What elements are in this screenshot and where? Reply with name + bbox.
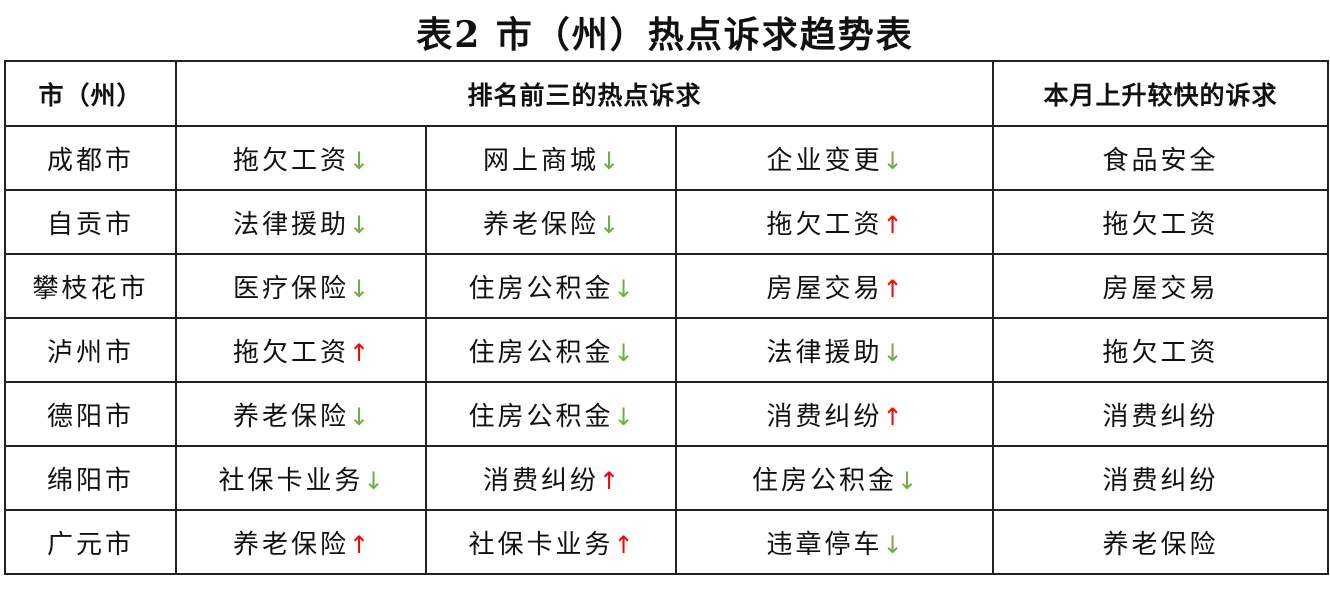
hot-issue-text: 拖欠工资: [766, 209, 883, 240]
hot-issue-text: 消费纠纷: [766, 401, 883, 432]
table-row: 攀枝花市 医疗保险↓ 住房公积金↓ 房屋交易↑ 房屋交易: [4, 253, 1329, 319]
hot-issue-cell: 养老保险↑: [175, 509, 427, 575]
arrow-down-icon: ↓: [348, 402, 370, 431]
hot-issue-cell: 住房公积金↓: [425, 253, 677, 319]
hot-issue-text: 法律援助: [766, 337, 883, 368]
rising-issue-cell: 食品安全: [992, 125, 1329, 191]
hot-issue-text: 违章停车: [766, 529, 883, 560]
arrow-up-icon: ↑: [613, 530, 634, 559]
arrow-down-icon: ↓: [598, 210, 620, 239]
hot-issue-cell: 社保卡业务↓: [175, 445, 427, 511]
hot-issue-text: 企业变更: [766, 145, 883, 176]
arrow-up-icon: ↑: [882, 274, 903, 303]
hot-issue-cell: 医疗保险↓: [175, 253, 427, 319]
hot-issue-cell: 网上商城↓: [425, 125, 677, 191]
hot-issue-cell: 社保卡业务↑: [425, 509, 677, 575]
hot-issue-text: 社保卡业务: [468, 529, 614, 560]
hot-issue-text: 住房公积金: [468, 401, 614, 432]
header-top3: 排名前三的热点诉求: [175, 60, 994, 127]
arrow-down-icon: ↓: [613, 402, 634, 431]
hot-issue-text: 养老保险: [232, 401, 349, 432]
arrow-down-icon: ↓: [348, 210, 370, 239]
arrow-down-icon: ↓: [348, 274, 370, 303]
hot-issue-text: 住房公积金: [468, 273, 614, 304]
hot-issue-cell: 企业变更↓: [675, 125, 994, 191]
arrow-down-icon: ↓: [363, 466, 384, 495]
rising-issue-cell: 房屋交易: [992, 253, 1329, 319]
arrow-down-icon: ↓: [348, 146, 370, 175]
hot-issue-cell: 养老保险↓: [175, 381, 427, 447]
city-cell: 绵阳市: [4, 445, 177, 511]
city-cell: 成都市: [4, 125, 177, 191]
hot-issue-cell: 消费纠纷↑: [675, 381, 994, 447]
table-title: 表2 市（州）热点诉求趋势表: [416, 14, 914, 56]
hot-issue-text: 养老保险: [232, 529, 349, 560]
rising-issue-cell: 消费纠纷: [992, 445, 1329, 511]
rising-issue-cell: 拖欠工资: [992, 189, 1329, 255]
table-row: 自贡市 法律援助↓ 养老保险↓ 拖欠工资↑ 拖欠工资: [4, 189, 1329, 255]
hot-issue-cell: 法律援助↓: [675, 317, 994, 383]
header-rising: 本月上升较快的诉求: [992, 60, 1329, 127]
hot-issue-text: 消费纠纷: [482, 465, 599, 496]
arrow-down-icon: ↓: [882, 338, 903, 367]
hot-issue-cell: 拖欠工资↑: [675, 189, 994, 255]
table-row: 广元市 养老保险↑ 社保卡业务↑ 违章停车↓ 养老保险: [4, 509, 1329, 575]
rising-issue-cell: 养老保险: [992, 509, 1329, 575]
hot-issue-cell: 拖欠工资↓: [175, 125, 427, 191]
hot-issue-cell: 养老保险↓: [425, 189, 677, 255]
hot-issue-text: 社保卡业务: [218, 465, 364, 496]
hot-issue-text: 养老保险: [482, 209, 599, 240]
hot-issue-text: 法律援助: [232, 209, 349, 240]
city-cell: 自贡市: [4, 189, 177, 255]
city-cell: 广元市: [4, 509, 177, 575]
arrow-up-icon: ↑: [348, 530, 370, 559]
arrow-down-icon: ↓: [598, 146, 620, 175]
arrow-up-icon: ↑: [882, 210, 903, 239]
hot-issue-cell: 住房公积金↓: [425, 317, 677, 383]
table-row: 德阳市 养老保险↓ 住房公积金↓ 消费纠纷↑ 消费纠纷: [4, 381, 1329, 447]
hot-issue-text: 住房公积金: [468, 337, 614, 368]
header-city: 市（州）: [4, 60, 177, 127]
city-cell: 泸州市: [4, 317, 177, 383]
hot-issue-text: 医疗保险: [232, 273, 349, 304]
hot-issue-cell: 住房公积金↓: [675, 445, 994, 511]
arrow-down-icon: ↓: [896, 466, 918, 495]
trend-table: 市（州） 排名前三的热点诉求 本月上升较快的诉求 成都市 拖欠工资↓ 网上商城↓ 企业…: [4, 60, 1329, 575]
table-row: 绵阳市 社保卡业务↓ 消费纠纷↑ 住房公积金↓ 消费纠纷: [4, 445, 1329, 511]
city-cell: 攀枝花市: [4, 253, 177, 319]
hot-issue-text: 房屋交易: [766, 273, 883, 304]
hot-issue-cell: 法律援助↓: [175, 189, 427, 255]
hot-issue-cell: 违章停车↓: [675, 509, 994, 575]
arrow-up-icon: ↑: [598, 466, 620, 495]
hot-issue-text: 拖欠工资: [232, 145, 349, 176]
hot-issue-cell: 消费纠纷↑: [425, 445, 677, 511]
table-row: 成都市 拖欠工资↓ 网上商城↓ 企业变更↓ 食品安全: [4, 125, 1329, 191]
arrow-down-icon: ↓: [882, 530, 903, 559]
hot-issue-text: 网上商城: [482, 145, 599, 176]
city-cell: 德阳市: [4, 381, 177, 447]
rising-issue-cell: 拖欠工资: [992, 317, 1329, 383]
arrow-up-icon: ↑: [882, 402, 903, 431]
rising-issue-cell: 消费纠纷: [992, 381, 1329, 447]
arrow-down-icon: ↓: [613, 338, 634, 367]
arrow-up-icon: ↑: [348, 338, 370, 367]
arrow-down-icon: ↓: [882, 146, 903, 175]
hot-issue-cell: 住房公积金↓: [425, 381, 677, 447]
hot-issue-cell: 房屋交易↑: [675, 253, 994, 319]
hot-issue-text: 住房公积金: [751, 465, 897, 496]
hot-issue-text: 拖欠工资: [232, 337, 349, 368]
header-row: 市（州） 排名前三的热点诉求 本月上升较快的诉求: [4, 60, 1329, 127]
hot-issue-cell: 拖欠工资↑: [175, 317, 427, 383]
table-row: 泸州市 拖欠工资↑ 住房公积金↓ 法律援助↓ 拖欠工资: [4, 317, 1329, 383]
arrow-down-icon: ↓: [613, 274, 634, 303]
